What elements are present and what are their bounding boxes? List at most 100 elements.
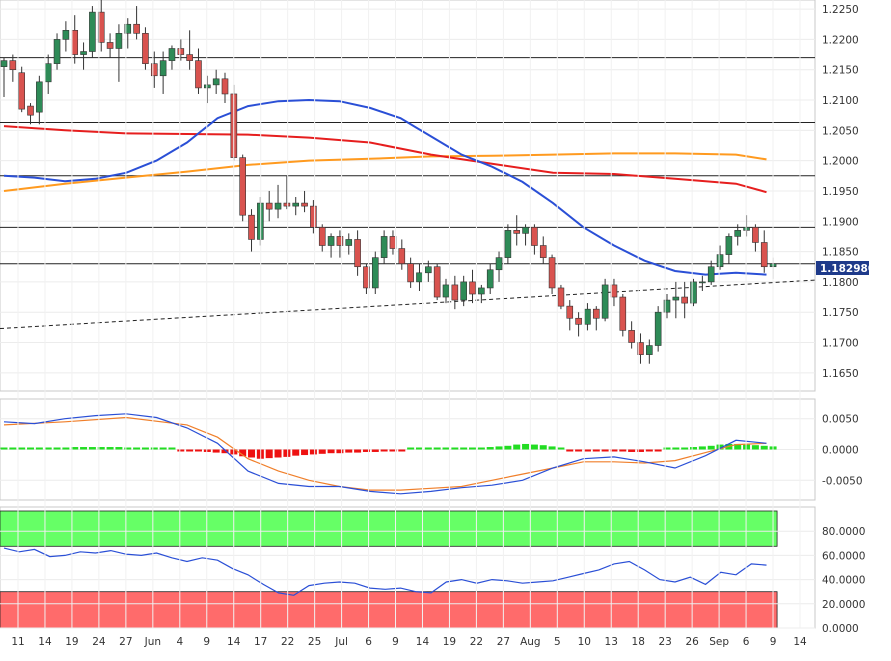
candle-up <box>654 311 662 346</box>
candle-down <box>310 205 317 228</box>
date-tick-label: 25 <box>308 636 321 648</box>
macd-bar-positive <box>407 447 415 450</box>
date-tick-label: 22 <box>470 636 483 648</box>
candle-down <box>451 284 459 301</box>
candle-up <box>478 287 485 295</box>
rsi-tick-label: 60.0000 <box>822 550 865 562</box>
macd-bar-positive <box>504 445 512 450</box>
macd-bar-positive <box>557 447 565 450</box>
price-tick-label: 1.1900 <box>822 216 859 228</box>
macd-bar-negative <box>239 449 247 457</box>
macd-bar-positive <box>663 447 671 450</box>
macd-bar-positive <box>124 447 132 450</box>
date-tick-label: 14 <box>416 636 430 648</box>
macd-bar-negative <box>186 449 194 452</box>
candle-down <box>150 63 158 77</box>
macd-bar-positive <box>690 447 698 450</box>
macd-bar-negative <box>619 449 627 452</box>
date-tick-label: 10 <box>578 636 591 648</box>
candle-down <box>27 105 34 116</box>
date-tick-label: 13 <box>605 636 618 648</box>
price-tick-label: 1.1850 <box>822 247 859 259</box>
macd-bar-negative <box>371 449 379 452</box>
candle-down <box>318 227 326 246</box>
macd-bar-negative <box>592 449 600 452</box>
candle-down <box>628 330 635 343</box>
macd-bar-negative <box>636 449 644 452</box>
macd-bar-positive <box>530 444 538 450</box>
macd-bar-positive <box>97 447 105 450</box>
macd-tick-label: 0.0050 <box>822 414 859 426</box>
rsi-oversold-zone <box>0 591 778 629</box>
candle-down <box>142 33 149 64</box>
candle-down <box>433 266 441 298</box>
date-tick-label: 14 <box>227 636 241 648</box>
candle-up <box>486 269 494 289</box>
macd-bar-negative <box>566 449 574 452</box>
macd-bar-negative <box>194 449 202 452</box>
date-tick-label: 27 <box>119 636 132 648</box>
macd-bar-positive <box>27 447 35 450</box>
price-tick-label: 1.2000 <box>822 156 859 168</box>
macd-bar-negative <box>389 449 397 452</box>
price-tick-label: 1.1950 <box>822 186 859 198</box>
macd-bar-negative <box>354 449 362 453</box>
price-axis: 1.2250 1.2200 1.2150 1.2100 1.2050 1.2000 1.19… <box>822 4 859 380</box>
candle-down <box>265 202 273 210</box>
macd-bar-positive <box>88 447 96 450</box>
candle-up <box>89 11 96 52</box>
candle-up <box>425 266 432 274</box>
date-tick-label: 9 <box>392 636 399 648</box>
date-tick-label: Sep <box>709 636 729 648</box>
candle-down <box>619 296 627 331</box>
price-panel: 1.2250 1.2200 1.2150 1.2100 1.2050 1.2000 1.19… <box>0 0 875 392</box>
macd-tick-label: 0.0000 <box>822 445 859 457</box>
candle-up <box>734 230 742 237</box>
candle-down <box>637 342 644 355</box>
macd-bar-positive <box>539 445 547 450</box>
macd-bar-negative <box>645 449 653 452</box>
candle-up <box>292 202 300 207</box>
date-tick-label: 9 <box>203 636 210 648</box>
candle-up <box>672 296 680 301</box>
candle-down <box>239 157 246 216</box>
candle-down <box>18 72 25 110</box>
current-price-label: 1.182980 <box>820 263 875 275</box>
candle-down <box>592 308 600 319</box>
candle-up <box>716 254 724 268</box>
macd-bar-positive <box>424 447 432 450</box>
macd-bar-positive <box>0 447 8 450</box>
candle-down <box>71 30 79 55</box>
candle-down <box>9 60 17 71</box>
candle-down <box>363 266 370 289</box>
candle-up <box>159 60 167 77</box>
macd-bar-positive <box>53 447 61 450</box>
date-tick-label: 5 <box>554 636 561 648</box>
candle-down <box>760 242 768 268</box>
macd-bar-negative <box>292 449 300 456</box>
macd-bar-negative <box>628 449 636 452</box>
macd-bar-negative <box>301 449 309 456</box>
candle-down <box>566 305 574 319</box>
dashed-trendline <box>0 279 816 330</box>
candle-down <box>133 23 140 34</box>
macd-bar-positive <box>716 444 724 450</box>
sma-fast-line <box>3 98 767 276</box>
candle-up <box>646 345 653 355</box>
candle-up <box>725 236 733 255</box>
rsi-tick-label: 40.0000 <box>822 575 865 587</box>
macd-bar-positive <box>698 446 706 450</box>
candle-down <box>575 317 582 325</box>
macd-bar-negative <box>212 449 220 453</box>
price-tick-label: 1.1750 <box>822 307 859 319</box>
macd-bar-negative <box>336 449 344 454</box>
date-tick-label: 6 <box>743 636 750 648</box>
date-tick-label: 26 <box>685 636 699 648</box>
price-tick-label: 1.2050 <box>822 125 859 137</box>
macd-bar-positive <box>513 444 521 450</box>
candle-up <box>601 284 609 319</box>
price-plot-area <box>0 0 816 392</box>
candle-up <box>62 30 70 40</box>
price-tick-label: 1.2100 <box>822 95 859 107</box>
macd-bar-negative <box>398 449 406 452</box>
